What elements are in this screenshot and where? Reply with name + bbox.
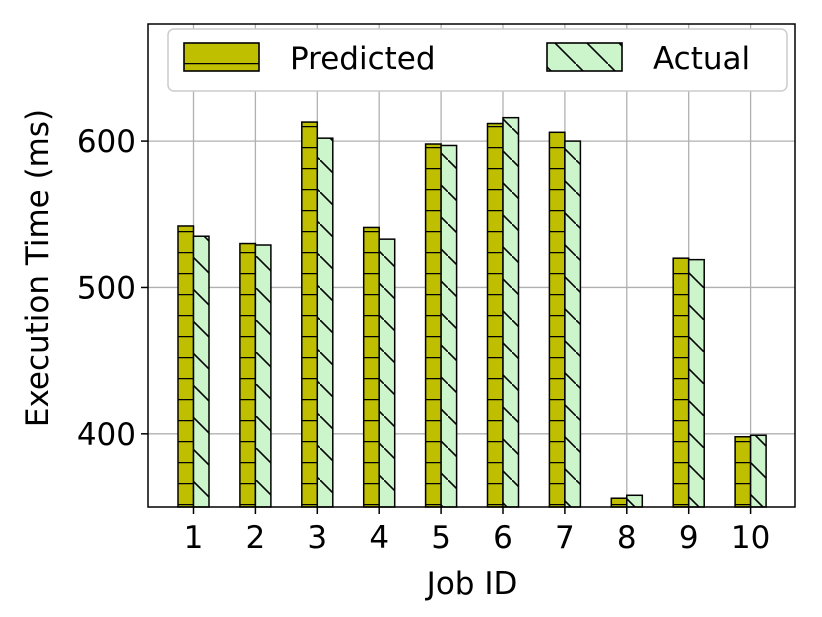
x-tick-label: 10: [731, 520, 770, 556]
x-tick-label: 1: [184, 520, 204, 556]
bar-actual: [316, 137, 334, 508]
bar-predicted: [362, 226, 380, 508]
bar-actual: [687, 258, 705, 508]
plot-frame: [147, 23, 796, 508]
bars-group: [177, 116, 767, 508]
bar-predicted: [177, 225, 195, 508]
bar-predicted: [672, 257, 690, 508]
bar-predicted: [548, 131, 566, 508]
x-tick-label: 3: [307, 520, 327, 556]
bar-predicted: [424, 143, 442, 508]
y-tick-label: 500: [77, 270, 136, 306]
x-tick-label: 4: [369, 520, 389, 556]
bar-actual: [192, 235, 210, 508]
bar-actual: [378, 238, 396, 508]
bar-predicted: [734, 435, 752, 508]
bar-predicted: [610, 497, 628, 508]
bar-actual: [502, 116, 520, 508]
legend-swatch-actual: [546, 42, 623, 72]
x-tick-label: 5: [431, 520, 451, 556]
bar-predicted: [301, 121, 319, 508]
x-tick-label: 2: [246, 520, 266, 556]
x-axis-ticks: 1 2 3 4 5 6 7 8 9 10: [184, 507, 770, 556]
legend-swatch-predicted: [183, 42, 260, 72]
bar-actual: [440, 144, 458, 508]
bar-predicted: [486, 122, 504, 508]
y-tick-label: 600: [77, 124, 136, 160]
legend-label-actual: Actual: [653, 41, 750, 77]
y-axis-label: Execution Time (ms): [20, 109, 56, 427]
x-tick-label: 9: [679, 520, 699, 556]
x-axis-label: Job ID: [425, 566, 518, 602]
x-tick-label: 6: [493, 520, 513, 556]
bar-actual: [749, 434, 767, 508]
legend-label-predicted: Predicted: [290, 41, 436, 77]
bar-predicted: [239, 242, 257, 508]
y-tick-label: 400: [77, 417, 136, 453]
bar-actual: [254, 244, 272, 508]
bar-actual: [626, 494, 644, 508]
bar-actual: [564, 140, 582, 508]
x-tick-label: 7: [555, 520, 575, 556]
x-tick-label: 8: [617, 520, 637, 556]
legend: Predicted Actual: [167, 28, 788, 92]
y-axis-ticks: 400 500 600: [77, 124, 148, 453]
legend-box: [167, 28, 788, 92]
